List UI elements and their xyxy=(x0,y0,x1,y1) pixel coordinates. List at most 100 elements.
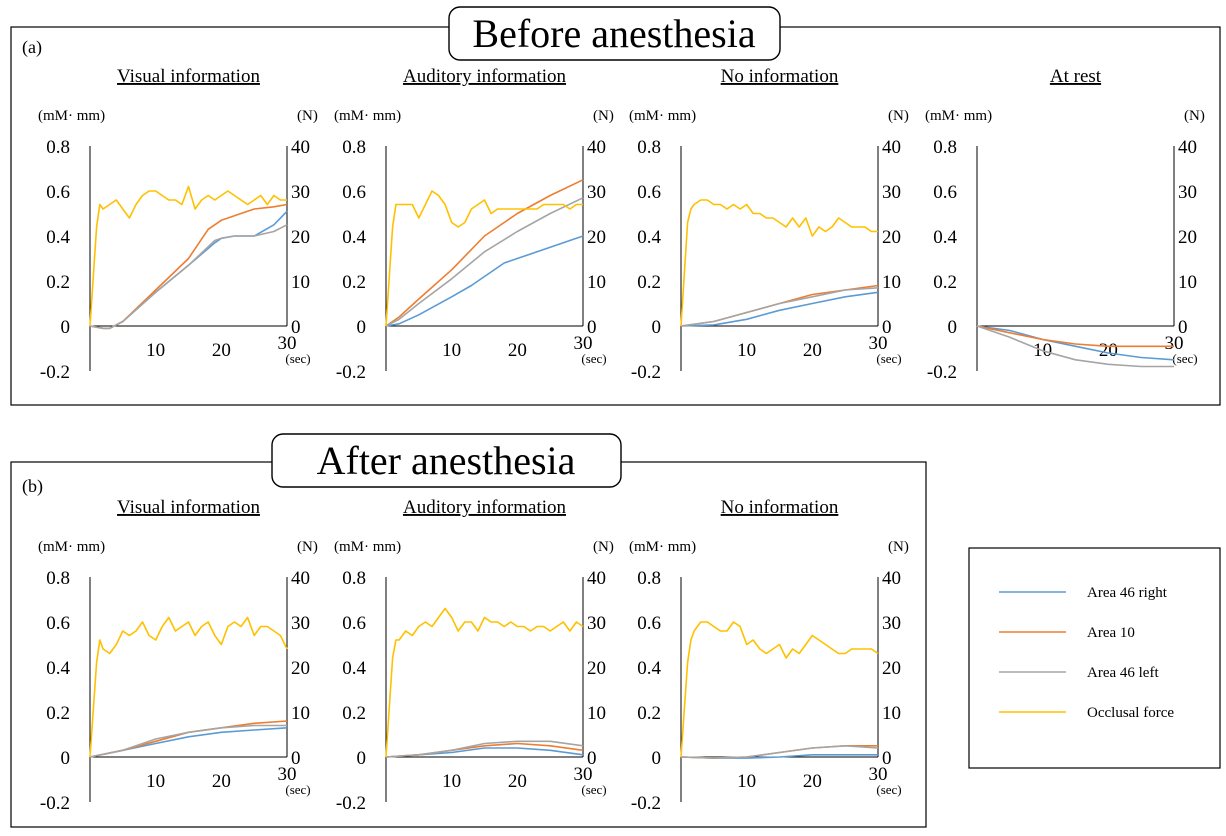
x-axis-unit: (sec) xyxy=(1172,351,1197,366)
x-tick-label: 20 xyxy=(212,340,231,361)
y-tick-label: 0.6 xyxy=(342,182,366,203)
series-line-occlusal-force xyxy=(680,621,879,758)
right-axis-unit: (N) xyxy=(297,539,318,555)
legend-label-area-10: Area 10 xyxy=(1087,625,1135,641)
y2-tick-label: 0 xyxy=(882,317,892,338)
x-tick-label: 10 xyxy=(442,771,461,792)
chart-no-information: No information (mM· mm) (N) -0.2 0 0.2 0.4 0.6 0… xyxy=(629,66,909,383)
series-line-occlusal-force xyxy=(385,190,583,327)
y2-tick-label: 20 xyxy=(1178,227,1197,248)
x-tick-label: 20 xyxy=(508,771,527,792)
x-tick-label: 20 xyxy=(508,340,527,361)
x-tick-label: 30 xyxy=(278,333,297,354)
y-tick-label: 0.4 xyxy=(342,227,366,248)
y-tick-label: 0.6 xyxy=(637,613,661,634)
chart-auditory-information: Auditory information (mM· mm) (N) -0.2 0 0.2 0… xyxy=(334,66,614,383)
x-axis-unit: (sec) xyxy=(285,782,310,797)
y2-tick-label: 10 xyxy=(882,703,901,724)
chart-visual-information: Visual information (mM· mm) (N) -0.2 0 0.2 0.4… xyxy=(38,66,318,383)
y2-tick-label: 0 xyxy=(587,317,597,338)
chart-title: No information xyxy=(721,66,839,87)
chart-title: Visual information xyxy=(117,497,260,518)
legend-item: Area 46 right xyxy=(999,585,1168,601)
y-tick-label: 0.4 xyxy=(933,227,957,248)
right-axis-unit: (N) xyxy=(593,539,614,555)
y2-tick-label: 10 xyxy=(291,272,310,293)
y-tick-label: 0 xyxy=(61,748,71,769)
charts-layer: Visual information (mM· mm) (N) -0.2 0 0.2 0.4… xyxy=(38,66,1205,814)
y2-tick-label: 30 xyxy=(882,182,901,203)
y2-tick-label: 40 xyxy=(882,137,901,158)
y2-tick-label: 20 xyxy=(587,227,606,248)
y2-tick-label: 20 xyxy=(291,227,310,248)
y-tick-label: -0.2 xyxy=(927,362,957,383)
y2-tick-label: 0 xyxy=(882,748,892,769)
y2-tick-label: 0 xyxy=(1178,317,1188,338)
series-line-area-46-left xyxy=(680,744,879,759)
y-tick-label: 0.8 xyxy=(46,568,70,589)
left-axis-unit: (mM· mm) xyxy=(629,108,696,124)
series-line-area-10 xyxy=(89,203,288,330)
y2-tick-label: 40 xyxy=(291,568,310,589)
y2-tick-label: 40 xyxy=(587,568,606,589)
x-tick-label: 20 xyxy=(1099,340,1118,361)
y2-tick-label: 40 xyxy=(882,568,901,589)
series-line-occlusal-force xyxy=(89,185,287,327)
x-tick-label: 10 xyxy=(737,340,756,361)
x-tick-label: 20 xyxy=(803,771,822,792)
y-tick-label: 0 xyxy=(652,748,662,769)
x-tick-label: 20 xyxy=(803,340,822,361)
y-tick-label: -0.2 xyxy=(336,362,366,383)
y-tick-label: 0.6 xyxy=(933,182,957,203)
y2-tick-label: 10 xyxy=(1178,272,1197,293)
chart-title: Auditory information xyxy=(403,497,567,518)
left-axis-unit: (mM· mm) xyxy=(334,539,401,555)
x-axis-unit: (sec) xyxy=(876,782,901,797)
y2-tick-label: 0 xyxy=(291,317,301,338)
left-axis-unit: (mM· mm) xyxy=(38,108,105,124)
x-tick-label: 30 xyxy=(869,764,888,785)
y-tick-label: 0.6 xyxy=(46,182,70,203)
x-tick-label: 10 xyxy=(442,340,461,361)
y-tick-label: -0.2 xyxy=(40,793,70,814)
y2-tick-label: 10 xyxy=(587,703,606,724)
x-axis-unit: (sec) xyxy=(581,351,606,366)
series-line-area-46-right xyxy=(680,291,879,327)
y2-tick-label: 40 xyxy=(291,137,310,158)
y2-tick-label: 30 xyxy=(587,182,606,203)
y2-tick-label: 30 xyxy=(882,613,901,634)
y-tick-label: 0 xyxy=(357,748,367,769)
y2-tick-label: 30 xyxy=(587,613,606,634)
series-line-area-46-left xyxy=(89,224,288,330)
legend-label-area-46-right: Area 46 right xyxy=(1087,585,1168,601)
y-tick-label: 0 xyxy=(357,317,367,338)
y-tick-label: -0.2 xyxy=(40,362,70,383)
y-tick-label: -0.2 xyxy=(336,793,366,814)
chart-visual-information: Visual information (mM· mm) (N) -0.2 0 0.2 0.4… xyxy=(38,497,318,814)
panel-a-title-box xyxy=(448,6,781,61)
y-tick-label: 0.8 xyxy=(933,137,957,158)
y2-tick-label: 20 xyxy=(882,227,901,248)
x-tick-label: 10 xyxy=(146,340,165,361)
right-axis-unit: (N) xyxy=(297,108,318,124)
y2-tick-label: 30 xyxy=(1178,182,1197,203)
y2-tick-label: 30 xyxy=(291,613,310,634)
left-axis-unit: (mM· mm) xyxy=(38,539,105,555)
y2-tick-label: 20 xyxy=(587,658,606,679)
series-line-area-46-left xyxy=(89,724,287,758)
legend: Area 46 right Area 10 Area 46 left Occlu… xyxy=(968,547,1221,769)
left-axis-unit: (mM· mm) xyxy=(925,108,992,124)
right-axis-unit: (N) xyxy=(888,108,909,124)
y-tick-label: 0.2 xyxy=(342,703,366,724)
y2-tick-label: 0 xyxy=(587,748,597,769)
y-tick-label: 0.2 xyxy=(637,703,661,724)
y-tick-label: 0.6 xyxy=(46,613,70,634)
x-axis-unit: (sec) xyxy=(581,782,606,797)
legend-item: Area 10 xyxy=(999,625,1135,641)
x-tick-label: 30 xyxy=(574,333,593,354)
y-tick-label: 0.2 xyxy=(933,272,957,293)
x-tick-label: 30 xyxy=(869,333,888,354)
y-tick-label: 0 xyxy=(652,317,662,338)
y-tick-label: -0.2 xyxy=(631,793,661,814)
series-line-area-46-left xyxy=(680,287,879,327)
